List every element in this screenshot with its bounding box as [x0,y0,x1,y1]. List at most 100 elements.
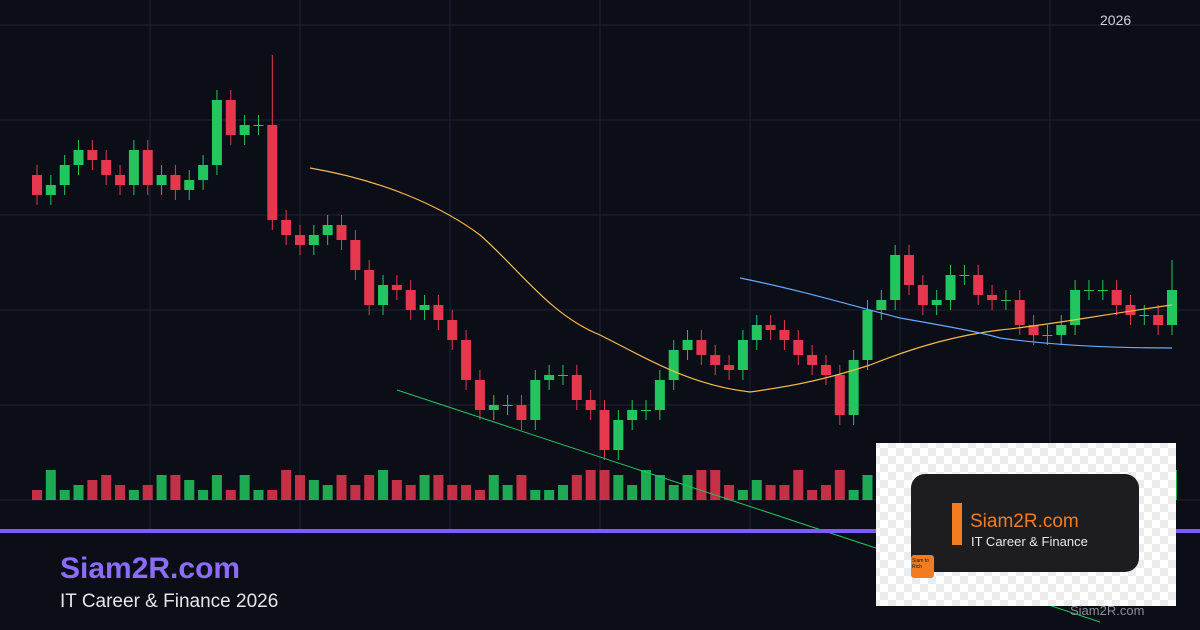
volume-bar [267,490,278,500]
candle-body [350,240,361,270]
candle-body [364,270,375,305]
candle-body [682,340,693,350]
candle-body [281,220,292,235]
logo-badge-text: Siam to Rich [912,558,929,570]
volume-bar [350,485,361,500]
candle-body [461,340,472,380]
candle-body [737,340,748,370]
candle-body [820,365,831,375]
candle-body [530,380,541,420]
divider [0,529,1200,533]
volume-bar [281,470,292,500]
volume-bar [405,485,416,500]
candle-body [1097,290,1108,291]
moving-average-long [739,277,1173,349]
candle-body [779,330,790,340]
volume-bar [724,485,735,500]
candle-body [931,300,942,305]
candle-body [32,175,42,195]
volume-bar [73,485,84,500]
volume-bar [848,490,859,500]
volume-bar [336,475,347,500]
candle-body [917,285,928,305]
candle-body [294,235,305,245]
candle-body [198,165,209,180]
candle-body [973,275,984,295]
candle-body [447,320,458,340]
candle-body [391,285,402,290]
candle-body [1014,300,1025,325]
candle-body [73,150,84,165]
volume-bar [59,490,70,500]
candle-body [59,165,70,185]
candle-body [904,255,915,285]
volume-bar [737,490,748,500]
candle-body [267,125,278,220]
year-label: 2026 [1100,12,1131,28]
volume-bar [391,480,402,500]
tagline: IT Career & Finance 2026 [60,591,278,612]
candle-body [1153,315,1164,325]
logo-panel [911,474,1139,572]
candle-body [668,350,679,380]
candle-body [599,410,610,450]
candle-body [1083,290,1094,291]
volume-bar [447,485,458,500]
candle-body [115,175,126,185]
volume-bar [834,470,845,500]
candle-body [211,100,222,165]
volume-bar [613,475,624,500]
candle-body [1167,290,1177,325]
footer: Siam2R.com [1070,603,1144,618]
volume-bar [87,480,98,500]
candle-body [1056,325,1067,335]
candle-body [184,180,195,190]
volume-bar [502,485,513,500]
logo-subtitle: IT Career & Finance [971,534,1088,549]
candle-body [710,355,721,365]
candle-body [253,125,264,126]
candle-body [807,355,818,365]
volume-bar [364,475,375,500]
volume-bar [654,475,665,500]
candle-body [142,150,153,185]
candle-body [987,295,998,300]
candle-body [876,300,887,310]
candle-body [170,175,181,190]
candle-body [225,100,236,135]
volume-bar [253,490,264,500]
candle-body [128,150,139,185]
candle-body [959,275,970,276]
candle-body [405,290,416,310]
candle-body [765,325,776,330]
candle-body [336,225,347,240]
candle-body [1125,305,1136,315]
candle-body [239,125,250,135]
candle-body [557,375,568,376]
candle-body [627,410,638,420]
volume-bar [378,470,389,500]
volume-bar [530,490,541,500]
candle-body [1139,315,1150,316]
logo-card: Siam2R.com IT Career & Finance Siam to R… [876,443,1176,606]
volume-bar [142,485,153,500]
volume-bar [239,475,250,500]
volume-bar [793,470,804,500]
volume-bar [184,480,195,500]
volume-bar [115,485,126,500]
candle-body [654,380,665,410]
volume-bar [751,480,762,500]
volume-bar [627,485,638,500]
volume-bar [544,490,555,500]
volume-bar [45,470,56,500]
candle-body [890,255,901,300]
logo-title: Siam2R.com [970,511,1079,532]
volume-bar [419,475,430,500]
volume-bar [32,490,42,500]
volume-bar [294,475,305,500]
volume-bar [571,475,582,500]
volume-bar [779,485,790,500]
brand: Siam2R.com [60,552,240,585]
candle-body [101,160,112,175]
